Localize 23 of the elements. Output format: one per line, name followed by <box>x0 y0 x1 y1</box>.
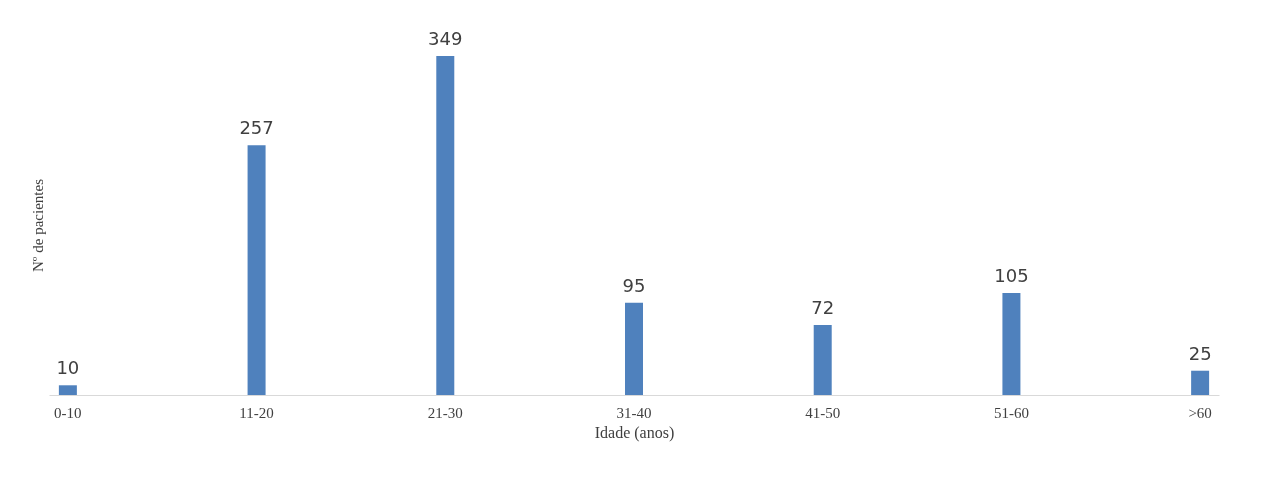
data-label: 349 <box>428 27 463 49</box>
y-axis-title: Nº de pacientes <box>29 178 46 272</box>
x-axis-title: Idade (anos) <box>594 423 675 442</box>
x-tick-label: 11-20 <box>239 404 274 421</box>
x-tick-label: >60 <box>1188 404 1212 421</box>
data-label: 105 <box>994 265 1029 286</box>
bar <box>58 385 77 395</box>
bar <box>813 325 832 395</box>
data-label: 95 <box>622 274 646 296</box>
data-label: 25 <box>1188 342 1212 364</box>
x-tick-label: 0-10 <box>54 404 82 421</box>
bar <box>436 55 455 395</box>
data-label: 10 <box>56 357 80 379</box>
x-tick-label: 41-50 <box>805 404 841 421</box>
bar <box>247 145 266 395</box>
x-tick-label: 21-30 <box>427 404 463 421</box>
x-tick-label: 31-40 <box>616 404 652 421</box>
bar <box>1002 293 1021 395</box>
bar <box>1191 370 1210 395</box>
bar <box>625 302 643 395</box>
data-label: 257 <box>239 117 274 139</box>
x-tick-label: 51-60 <box>993 404 1029 421</box>
data-label: 72 <box>811 297 835 319</box>
